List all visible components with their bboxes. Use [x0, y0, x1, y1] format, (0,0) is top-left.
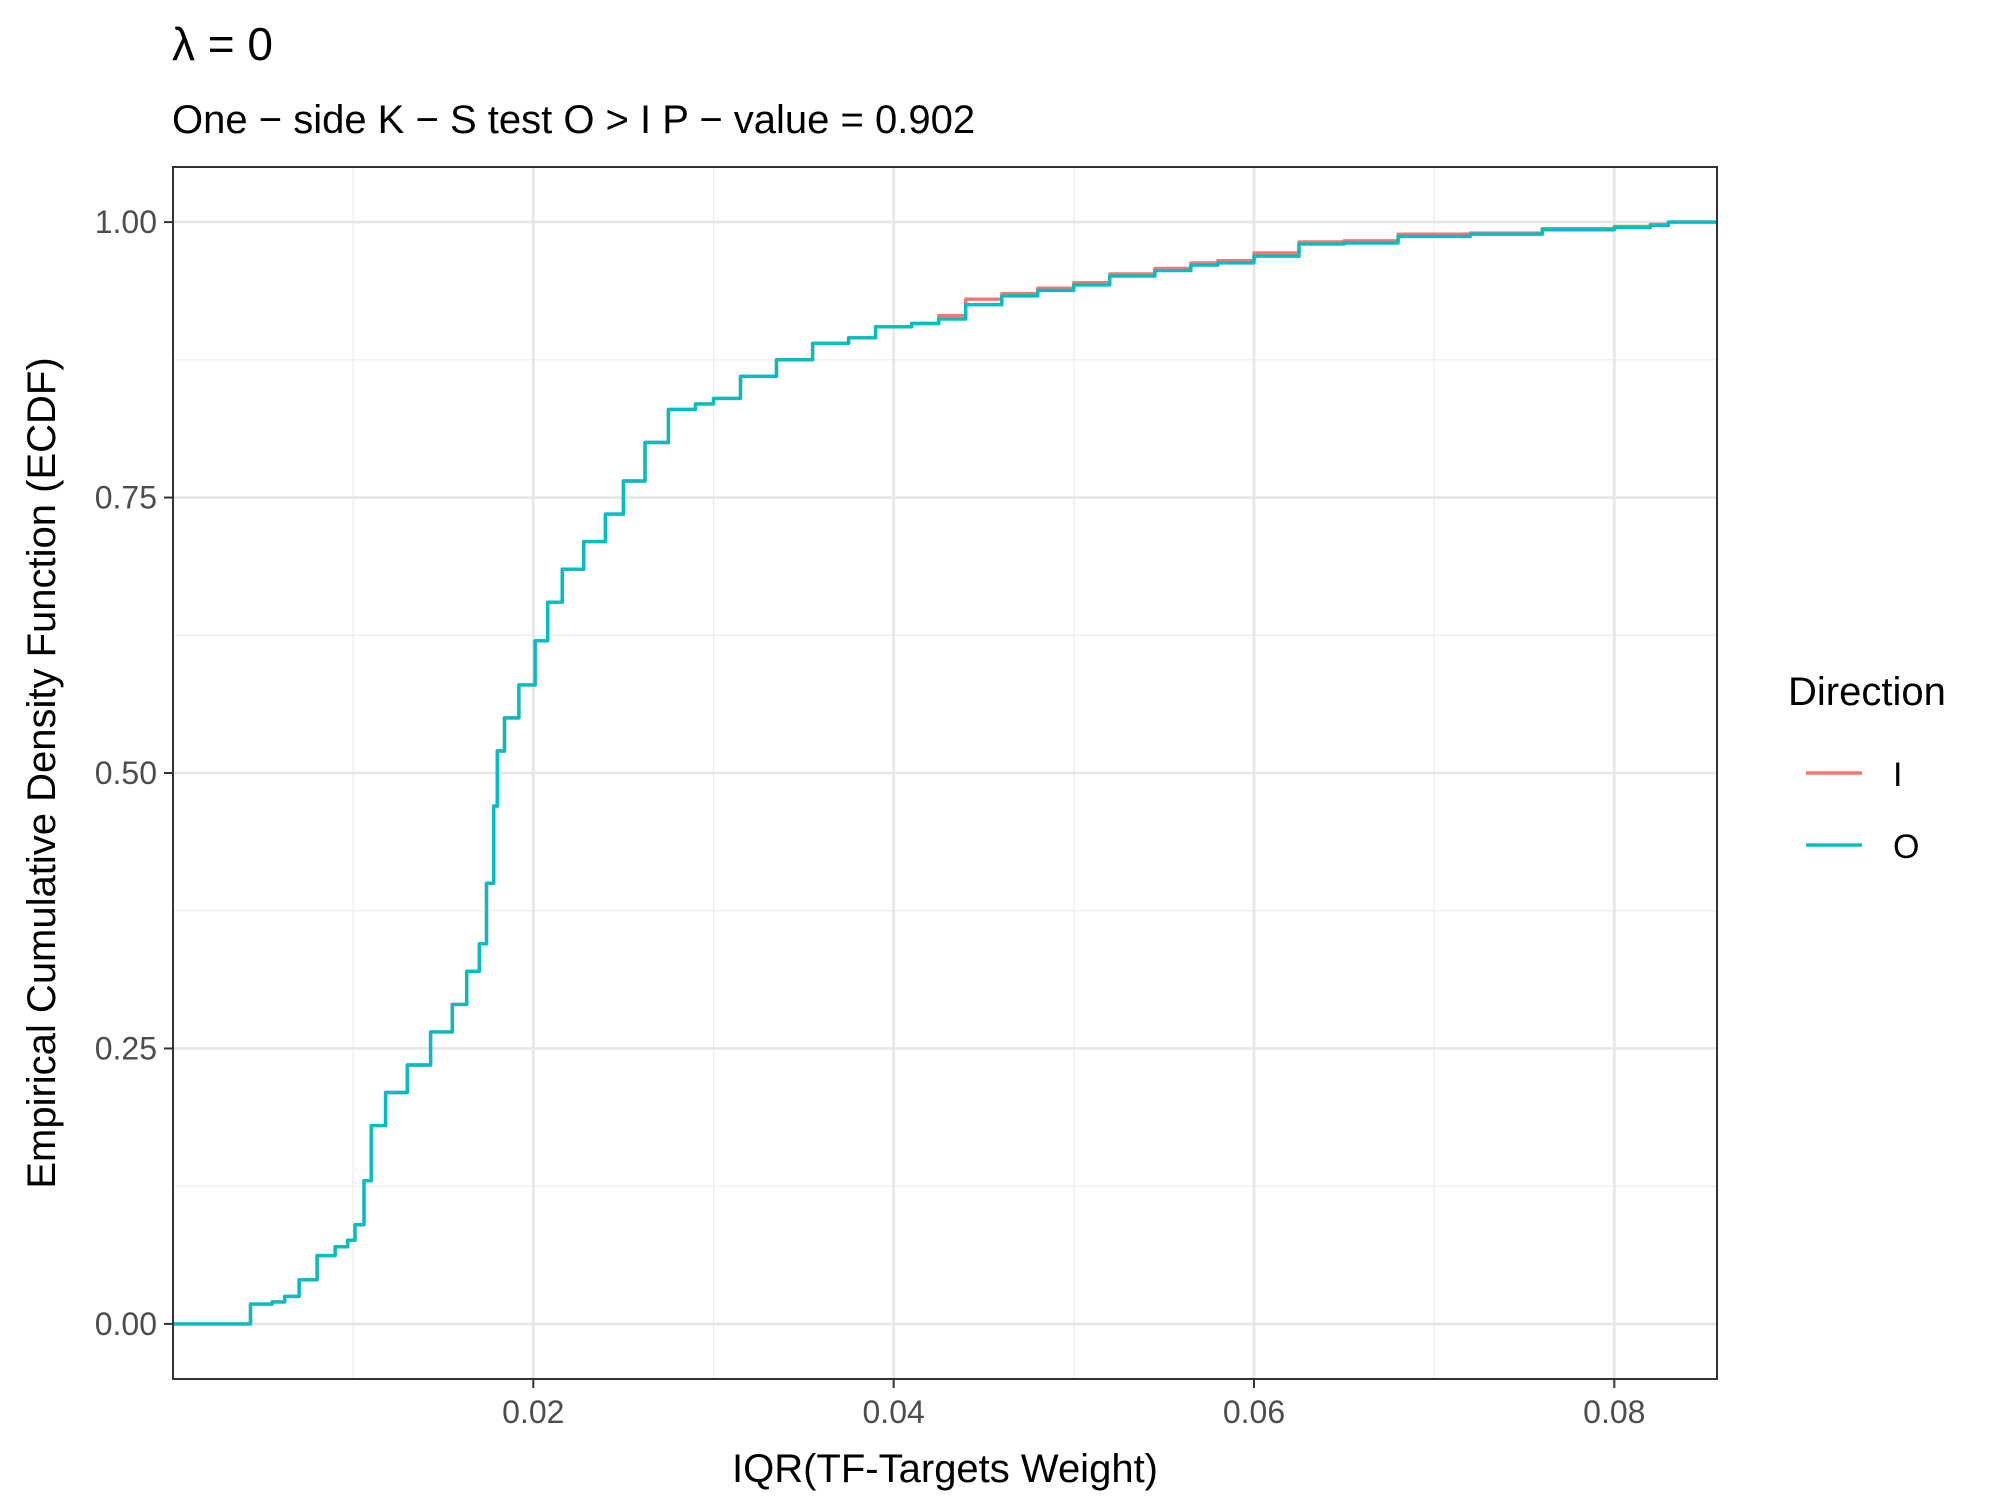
- legend-title: Direction: [1788, 670, 1946, 714]
- legend-label-i: I: [1893, 756, 1902, 794]
- x-tick-label: 0.08: [1583, 1394, 1645, 1430]
- chart-title: λ = 0: [172, 18, 273, 70]
- series-line-o: [173, 220, 1717, 1326]
- minor-gridlines: [173, 167, 1717, 1379]
- y-tick-label: 0.00: [95, 1306, 157, 1342]
- y-tick-label: 1.00: [95, 204, 157, 240]
- chart-subtitle: One − side K − S test O > I P − value = …: [172, 98, 975, 142]
- series-layer: [173, 220, 1717, 1326]
- x-tick-label: 0.06: [1223, 1394, 1285, 1430]
- x-axis-ticks: 0.02 0.04 0.06 0.08: [502, 1379, 1645, 1430]
- y-tick-label: 0.50: [95, 755, 157, 791]
- x-axis-label: IQR(TF-Targets Weight): [732, 1447, 1158, 1491]
- legend-label-o: O: [1893, 828, 1919, 866]
- y-tick-label: 0.75: [95, 480, 157, 516]
- y-tick-label: 0.25: [95, 1030, 157, 1066]
- x-tick-label: 0.02: [502, 1394, 564, 1430]
- x-tick-label: 0.04: [863, 1394, 925, 1430]
- y-axis-label: Empirical Cumulative Density Function (E…: [20, 357, 64, 1188]
- y-axis-ticks: 0.00 0.25 0.50 0.75 1.00: [95, 204, 173, 1342]
- legend: Direction IO: [1788, 670, 1946, 866]
